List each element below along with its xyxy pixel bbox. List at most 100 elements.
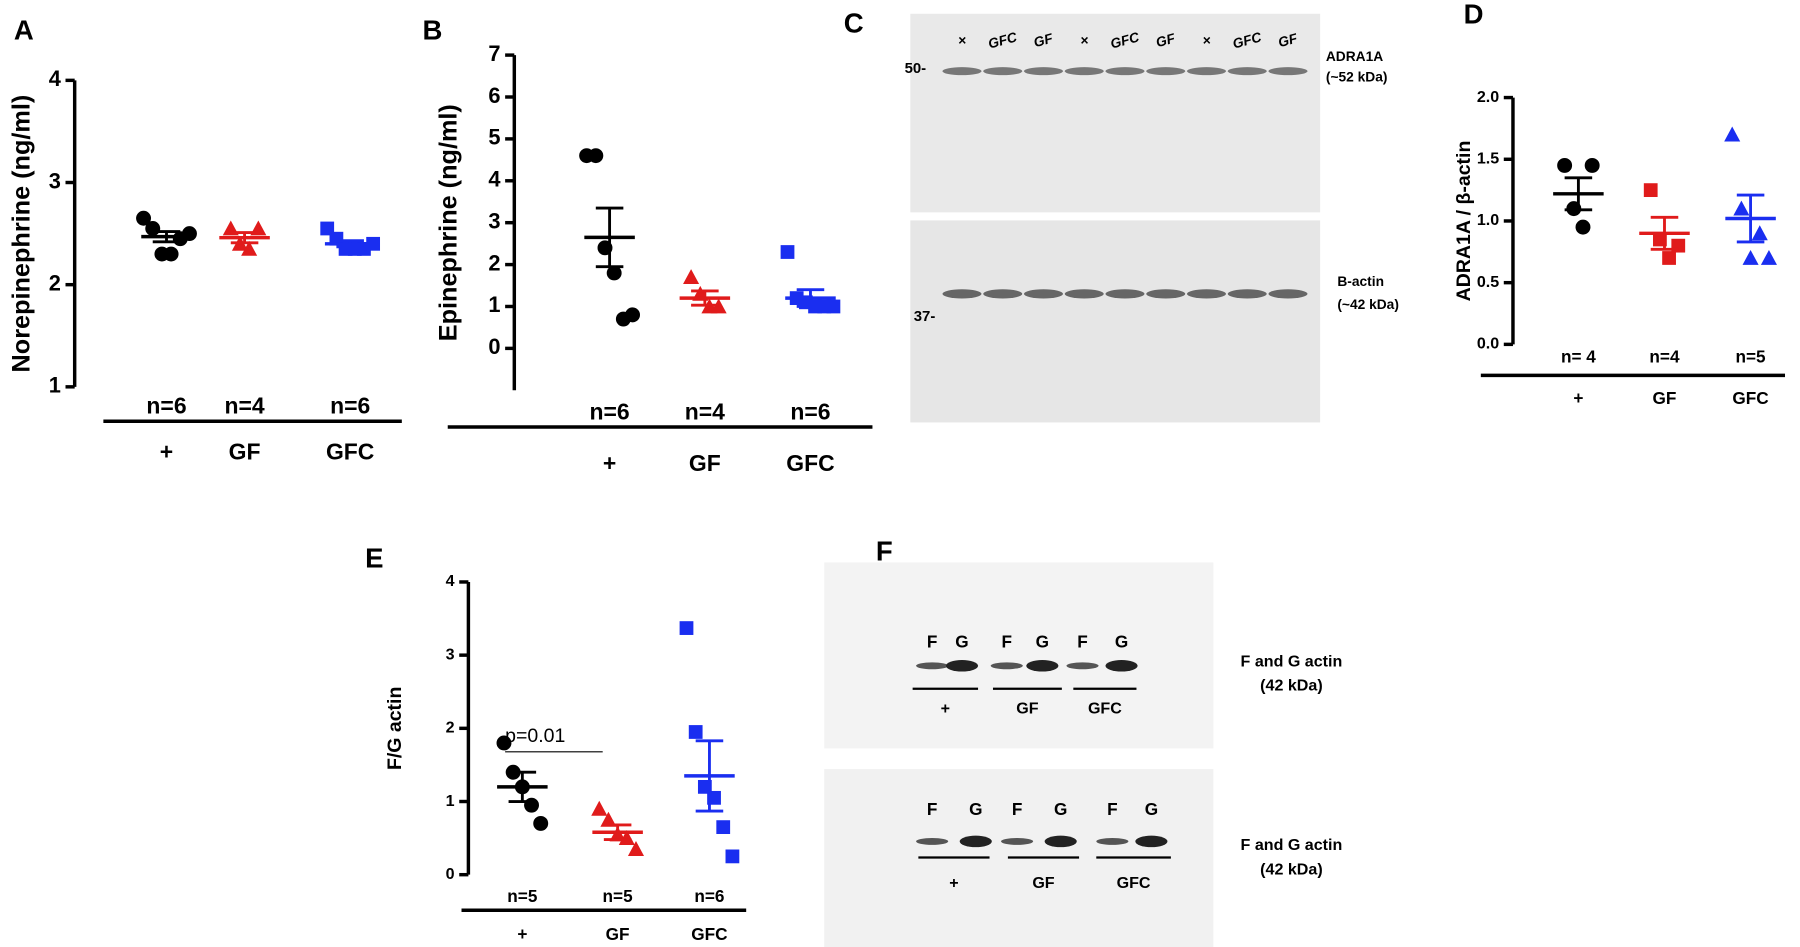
y-tick-label: 0	[488, 334, 500, 359]
data-point	[1662, 251, 1676, 265]
data-point	[688, 725, 703, 739]
lane-label: G	[1145, 799, 1158, 819]
band	[942, 67, 982, 76]
band	[1105, 67, 1145, 76]
lane-label: F	[1001, 631, 1012, 651]
x-tick-label: GF	[689, 450, 721, 476]
x-tick-label: GFC	[1732, 388, 1768, 408]
lane-label: F	[1077, 631, 1088, 651]
group-label: GFC	[1117, 874, 1151, 892]
x-tick-label: GF	[606, 924, 630, 944]
band	[983, 289, 1023, 299]
data-point	[241, 240, 258, 256]
x-tick-label: GF	[229, 438, 261, 464]
y-axis-label: ADRA1A / β-actin	[1453, 141, 1475, 302]
data-point	[588, 148, 604, 164]
group-label: GFC	[1088, 700, 1122, 718]
group-label: +	[941, 700, 950, 718]
y-tick-label: 3	[49, 168, 61, 193]
band	[1044, 835, 1077, 848]
y-tick-label: 0.5	[1477, 273, 1499, 291]
y-tick-label: 4	[446, 572, 455, 590]
band	[1105, 660, 1138, 672]
n-label: n=6	[790, 398, 830, 424]
band	[1268, 289, 1308, 299]
data-point	[182, 226, 197, 242]
band	[1023, 67, 1063, 76]
band	[1001, 837, 1034, 845]
data-point	[533, 815, 549, 831]
band-name: B-actin	[1337, 274, 1384, 289]
n-label: n=5	[603, 886, 634, 906]
data-point	[591, 800, 608, 816]
n-label: n=6	[146, 393, 186, 419]
x-tick-label: +	[603, 450, 616, 476]
lane-label: ×	[1080, 33, 1088, 48]
lane-label: ×	[1202, 33, 1210, 48]
y-axis-label: Norepinephrine (ng/ml)	[8, 95, 36, 373]
y-axis-label: Epinephrine (ng/ml)	[435, 104, 463, 341]
y-tick-label: 7	[488, 41, 500, 66]
n-label: n= 4	[1561, 347, 1596, 367]
data-point	[136, 210, 152, 226]
panel-label: D	[1464, 0, 1484, 29]
band	[1066, 662, 1099, 670]
n-label: n=4	[1649, 347, 1680, 367]
y-tick-label: 0.0	[1477, 335, 1499, 353]
band	[1026, 660, 1059, 672]
band	[916, 837, 949, 845]
band-size: (~52 kDa)	[1326, 70, 1388, 85]
band	[990, 662, 1023, 670]
band-size: (42 kDa)	[1260, 677, 1323, 695]
band	[1135, 835, 1168, 848]
marker-label: 50-	[905, 60, 927, 77]
y-tick-label: 3	[446, 645, 455, 663]
band	[1146, 289, 1186, 299]
data-point	[1760, 249, 1777, 265]
data-point	[679, 621, 694, 635]
data-point	[1751, 225, 1768, 241]
data-point	[627, 841, 645, 856]
band	[916, 662, 949, 670]
panel-label: F	[876, 536, 893, 567]
data-point	[826, 299, 841, 314]
band	[942, 289, 982, 299]
y-tick-label: 6	[488, 83, 500, 108]
band	[1064, 289, 1104, 299]
data-point	[600, 811, 617, 827]
data-point	[1724, 126, 1741, 142]
n-label: n=5	[1736, 347, 1767, 367]
data-point	[618, 830, 635, 845]
lane-label: ×	[958, 33, 966, 48]
band	[1268, 67, 1308, 76]
lane-label: GF	[1032, 31, 1055, 51]
lane-label: F	[1107, 799, 1118, 819]
band	[945, 660, 979, 672]
y-tick-label: 1	[488, 292, 500, 317]
blot-c-bottom	[910, 220, 1321, 423]
n-label: n=6	[330, 393, 370, 419]
data-point	[1584, 157, 1600, 173]
x-tick-label: GF	[1653, 388, 1677, 408]
blot-f-top	[824, 562, 1214, 749]
lane-label: F	[927, 799, 938, 819]
y-axis-label: F/G actin	[384, 687, 406, 770]
band	[983, 67, 1023, 76]
y-tick-label: 2	[446, 719, 455, 737]
band	[1227, 289, 1267, 299]
data-point	[606, 265, 622, 281]
x-tick-label: GFC	[326, 438, 374, 464]
data-point	[1643, 183, 1658, 198]
y-tick-label: 3	[488, 208, 500, 233]
data-point	[524, 797, 539, 813]
n-label: n=4	[224, 393, 264, 419]
band	[1227, 67, 1267, 76]
x-tick-label: +	[160, 438, 173, 464]
x-tick-label: +	[1573, 388, 1583, 408]
y-tick-label: 2.0	[1477, 88, 1499, 106]
y-tick-label: 4	[49, 66, 61, 91]
data-point	[1733, 200, 1750, 216]
data-point	[725, 849, 740, 864]
y-tick-label: 1	[49, 373, 61, 398]
data-point	[1742, 249, 1759, 265]
